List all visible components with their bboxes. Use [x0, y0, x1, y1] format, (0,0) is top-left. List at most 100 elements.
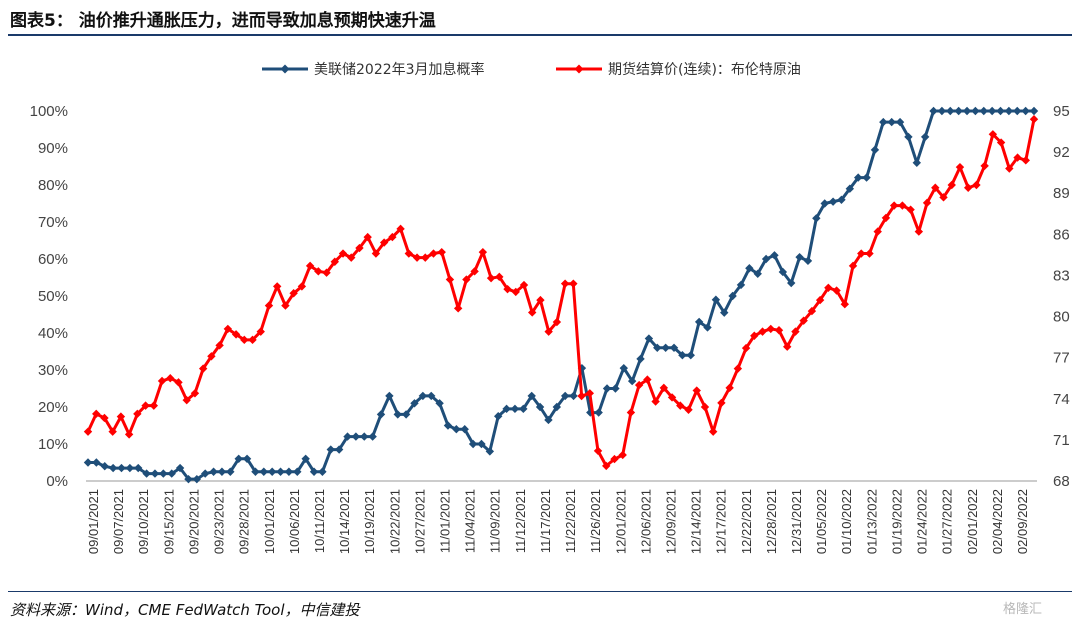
series-point-2 [996, 138, 1006, 147]
series-point-2 [988, 130, 998, 139]
series-point-1 [678, 351, 687, 360]
series-point-2 [305, 261, 315, 271]
legend-marker-1 [280, 64, 290, 74]
series-point-2 [774, 326, 784, 335]
series-point-1 [510, 404, 520, 414]
x-tick-label: 09/01/2021 [86, 489, 101, 554]
series-point-2 [980, 161, 989, 171]
series-point-2 [116, 412, 126, 421]
series-point-1 [845, 184, 855, 193]
series-point-2 [231, 330, 241, 339]
series-point-1 [1021, 106, 1030, 116]
series-point-2 [273, 282, 282, 291]
series-point-1 [192, 474, 202, 484]
series-point-1 [770, 251, 779, 260]
y-right-tick-label: 86 [1053, 226, 1070, 243]
series-point-2 [240, 335, 249, 345]
series-point-1 [334, 445, 344, 454]
series-point-1 [502, 404, 511, 414]
series-point-1 [870, 145, 880, 155]
series-point-2 [478, 247, 488, 257]
series-point-1 [201, 469, 210, 478]
y-left-tick-label: 90% [38, 140, 68, 157]
series-point-2 [108, 427, 117, 436]
y-left-tick-label: 80% [38, 177, 68, 194]
series-point-1 [393, 410, 402, 419]
series-point-2 [198, 364, 208, 373]
series-point-1 [1013, 106, 1022, 116]
x-tick-label: 12/01/2021 [613, 489, 628, 554]
series-point-2 [511, 287, 520, 297]
series-point-1 [401, 410, 411, 419]
series-point-2 [815, 295, 825, 305]
series-point-1 [385, 391, 394, 401]
series-point-2 [470, 267, 479, 276]
y-left-tick-label: 100% [30, 103, 68, 120]
y-right-tick-label: 95 [1053, 103, 1070, 120]
series-point-1 [946, 106, 955, 116]
y-right-tick-label: 89 [1053, 185, 1070, 202]
series-point-2 [955, 162, 965, 172]
series-point-1 [527, 391, 536, 401]
series-point-2 [717, 398, 726, 408]
series-point-2 [174, 378, 183, 387]
series-point-1 [108, 463, 118, 473]
series-point-1 [343, 432, 352, 441]
series-point-1 [627, 376, 637, 386]
series-point-2 [83, 427, 93, 436]
series-point-1 [134, 463, 143, 473]
y-right-tick-label: 68 [1053, 473, 1070, 490]
series-point-1 [418, 391, 428, 401]
series-point-1 [879, 117, 888, 127]
series-point-2 [133, 409, 142, 419]
x-tick-label: 12/17/2021 [714, 489, 729, 554]
series-point-1 [904, 132, 913, 142]
y-right-tick-label: 77 [1053, 350, 1070, 367]
series-point-2 [898, 201, 907, 210]
source-divider [8, 591, 1072, 592]
x-tick-label: 10/11/2021 [312, 489, 327, 553]
series-point-2 [766, 324, 775, 334]
series-point-1 [954, 106, 963, 116]
x-tick-label: 11/01/2021 [438, 489, 453, 553]
series-point-2 [437, 247, 446, 257]
y-right-tick-label: 92 [1053, 144, 1070, 161]
series-point-2 [889, 201, 899, 210]
series-point-2 [215, 341, 224, 350]
series-point-2 [1013, 153, 1022, 162]
series-point-1 [619, 363, 628, 373]
series-point-2 [610, 454, 619, 464]
series-point-2 [404, 249, 414, 258]
series-point-2 [1021, 156, 1030, 165]
y-left-tick-label: 60% [38, 251, 68, 268]
series-point-1 [460, 425, 469, 434]
series-point-2 [182, 395, 191, 405]
series-point-2 [264, 301, 274, 310]
x-tick-label: 09/07/2021 [111, 489, 126, 554]
series-point-2 [618, 450, 627, 460]
title-bar: 图表5： 油价推升通胀压力，进而导致加息预期快速升温 [0, 0, 1080, 36]
series-point-1 [812, 214, 821, 223]
page-title: 图表5： 油价推升通胀压力，进而导致加息预期快速升温 [10, 11, 436, 31]
series-point-1 [720, 308, 729, 317]
series-point-2 [388, 232, 397, 242]
series-point-2 [659, 383, 669, 393]
x-tick-label: 01/24/2022 [915, 489, 930, 554]
series-point-2 [396, 224, 405, 234]
series-point-2 [602, 461, 611, 471]
series-point-1 [962, 106, 972, 116]
series-point-1 [217, 467, 227, 476]
x-tick-label: 02/09/2022 [1015, 489, 1030, 554]
series-point-1 [644, 334, 654, 343]
series-point-2 [429, 249, 438, 258]
x-tick-label: 01/10/2022 [839, 489, 854, 554]
x-tick-label: 12/31/2021 [789, 489, 804, 554]
y-left-tick-label: 50% [38, 288, 68, 305]
series-point-1 [92, 458, 101, 467]
series-point-1 [125, 463, 135, 473]
series-point-1 [694, 317, 704, 327]
x-tick-label: 10/01/2021 [262, 489, 277, 554]
series-point-1 [83, 458, 93, 467]
series-point-2 [848, 261, 858, 271]
series-point-1 [184, 474, 193, 484]
